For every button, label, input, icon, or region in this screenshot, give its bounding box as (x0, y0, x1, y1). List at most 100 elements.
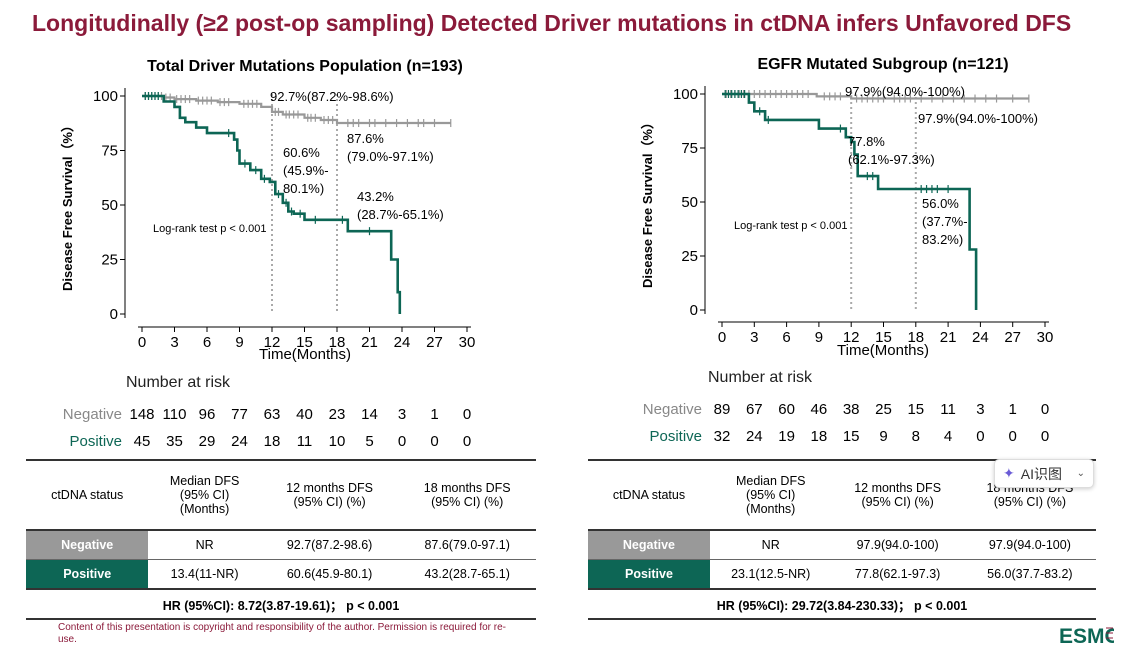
risk-count-positive: 19 (778, 428, 795, 445)
y-tick-label: 0 (110, 306, 118, 323)
survival-label-positive: (62.1%-97.3%) (848, 152, 935, 167)
risk-count-negative: 110 (162, 406, 187, 423)
table-header-cell: Median DFS (95% CI) (Months) (148, 459, 261, 531)
survival-label-positive: 83.2%) (922, 232, 963, 247)
km-curve-positive (722, 92, 978, 310)
copyright-footer: Content of this presentation is copyrigh… (58, 622, 507, 645)
ai-image-recognition-button[interactable]: ✦ AI识图 ⌄ (994, 459, 1094, 488)
table-cell: 56.0(37.7-83.2) (963, 559, 1096, 590)
table-row: Positive 23.1(12.5-NR) 77.8(62.1-97.3) 56.0… (588, 559, 1096, 590)
chart-title: EGFR Mutated Subgroup (n=121) (757, 56, 1008, 73)
row-label-negative: Negative (588, 530, 710, 560)
risk-row-label-positive: Positive (649, 428, 702, 445)
x-tick-label: 0 (138, 334, 146, 351)
x-tick-label: 9 (815, 329, 823, 346)
km-curve-negative (142, 94, 451, 125)
table-cell: 87.6(79.0-97.1) (398, 530, 536, 560)
km-chart-egfr: EGFR Mutated Subgroup (n=121) 0 25 50 75 100 0… (640, 56, 1054, 359)
y-tick-label: 25 (101, 252, 118, 269)
risk-count-positive: 0 (462, 433, 472, 450)
risk-count-positive: 0 (397, 433, 407, 450)
chart-title: Total Driver Mutations Population (n=193… (147, 58, 463, 75)
risk-count-positive: 0 (430, 433, 439, 450)
table-header-cell: Median DFS (95% CI) (Months) (709, 459, 832, 531)
table-header-cell: 12 months DFS (95% CI) (%) (831, 459, 964, 531)
survival-label-positive: 56.0% (922, 196, 959, 211)
log-rank-annotation: Log-rank test p < 0.001 (153, 223, 266, 235)
risk-count-negative: 1 (1008, 401, 1017, 418)
risk-count-positive: 0 (1008, 428, 1017, 445)
log-rank-annotation: Log-rank test p < 0.001 (734, 220, 847, 232)
risk-count-positive: 35 (166, 433, 183, 450)
row-label-positive: Positive (588, 559, 710, 590)
x-tick-label: 21 (940, 329, 957, 346)
dfs-summary-table-egfr: ctDNA status Median DFS (95% CI) (Months) 12… (588, 459, 1096, 620)
y-tick-label: 50 (681, 194, 698, 211)
chevron-down-icon[interactable]: ⌄ (1076, 468, 1085, 479)
hazard-ratio-row: HR (95%CI): 8.72(3.87-19.61)； p < 0.001 (26, 589, 536, 620)
risk-count-negative: 1 (430, 406, 439, 423)
risk-count-positive: 9 (879, 428, 888, 445)
dfs-summary-table-total: ctDNA status Median DFS (95% CI) (Months) 12… (26, 459, 536, 620)
x-tick-label: 30 (1037, 329, 1054, 346)
risk-row-label-negative: Negative (62, 406, 122, 423)
risk-count-negative: 3 (976, 401, 985, 418)
table-row: Negative NR 97.9(94.0-100) 97.9(94.0-100) (588, 530, 1096, 560)
risk-count-positive: 8 (911, 428, 920, 445)
risk-count-negative: 60 (778, 401, 795, 418)
table-cell: 43.2(28.7-65.1) (398, 559, 536, 590)
survival-label-negative: 97.9%(94.0%-100%) (845, 84, 965, 99)
x-tick-label: 6 (203, 334, 211, 351)
km-chart-total: Total Driver Mutations Population (n=193… (60, 58, 475, 363)
risk-count-negative: 67 (745, 401, 763, 418)
risk-count-positive: 4 (943, 428, 953, 445)
risk-count-positive: 18 (263, 433, 281, 450)
row-label-negative: Negative (26, 530, 149, 560)
table-cell: NR (709, 530, 832, 560)
risk-table-title: Number at risk (708, 369, 813, 386)
table-header-cell: ctDNA status (588, 459, 710, 531)
x-tick-label: 21 (361, 334, 378, 351)
risk-count-negative: 77 (231, 406, 248, 423)
sparkle-icon: ✦ (1003, 465, 1015, 481)
table-row: Positive 13.4(11-NR) 60.6(45.9-80.1) 43.2(2… (26, 559, 536, 590)
risk-count-negative: 63 (263, 406, 281, 423)
risk-count-negative: 11 (940, 401, 956, 418)
risk-table-title: Number at risk (126, 374, 231, 391)
x-tick-label: 18 (329, 334, 346, 351)
survival-label-negative: (79.0%-97.1%) (347, 149, 434, 164)
risk-count-positive: 45 (133, 433, 151, 450)
table-cell: NR (148, 530, 261, 560)
x-tick-label: 24 (394, 334, 411, 351)
risk-count-negative: 38 (842, 401, 860, 418)
risk-count-negative: 0 (1040, 401, 1050, 418)
y-tick-label: 75 (681, 140, 698, 157)
risk-count-positive: 32 (713, 428, 731, 445)
x-tick-label: 12 (843, 329, 860, 346)
survival-label-negative: 92.7%(87.2%-98.6%) (270, 89, 394, 104)
risk-count-positive: 10 (328, 433, 346, 450)
y-tick-label: 50 (101, 197, 118, 214)
x-tick-label: 0 (718, 329, 726, 346)
risk-count-positive: 0 (1040, 428, 1050, 445)
y-tick-label: 75 (101, 143, 118, 160)
y-tick-label: 0 (690, 302, 698, 319)
risk-count-negative: 25 (875, 401, 892, 418)
risk-count-negative: 3 (397, 406, 407, 423)
x-tick-label: 6 (782, 329, 790, 346)
risk-count-positive: 18 (810, 428, 828, 445)
risk-count-positive: 24 (745, 428, 763, 445)
hazard-ratio-row: HR (95%CI): 29.72(3.84-230.33)； p < 0.00… (588, 589, 1096, 620)
x-tick-label: 15 (296, 334, 313, 351)
survival-label-positive: 77.8% (848, 134, 885, 149)
risk-count-negative: 46 (810, 401, 828, 418)
x-tick-label: 27 (1004, 329, 1021, 346)
svg-text:ESMO: ESMO (1059, 625, 1114, 648)
x-tick-label: 12 (264, 334, 281, 351)
x-axis-label: Time(Months) (259, 346, 351, 363)
table-header-cell: 12 months DFS (95% CI) (%) (260, 459, 399, 531)
y-tick-label: 100 (673, 86, 698, 103)
x-tick-label: 27 (426, 334, 443, 351)
risk-count-negative: 0 (462, 406, 472, 423)
table-row: Negative NR 92.7(87.2-98.6) 87.6(79.0-97.1) (26, 530, 536, 560)
